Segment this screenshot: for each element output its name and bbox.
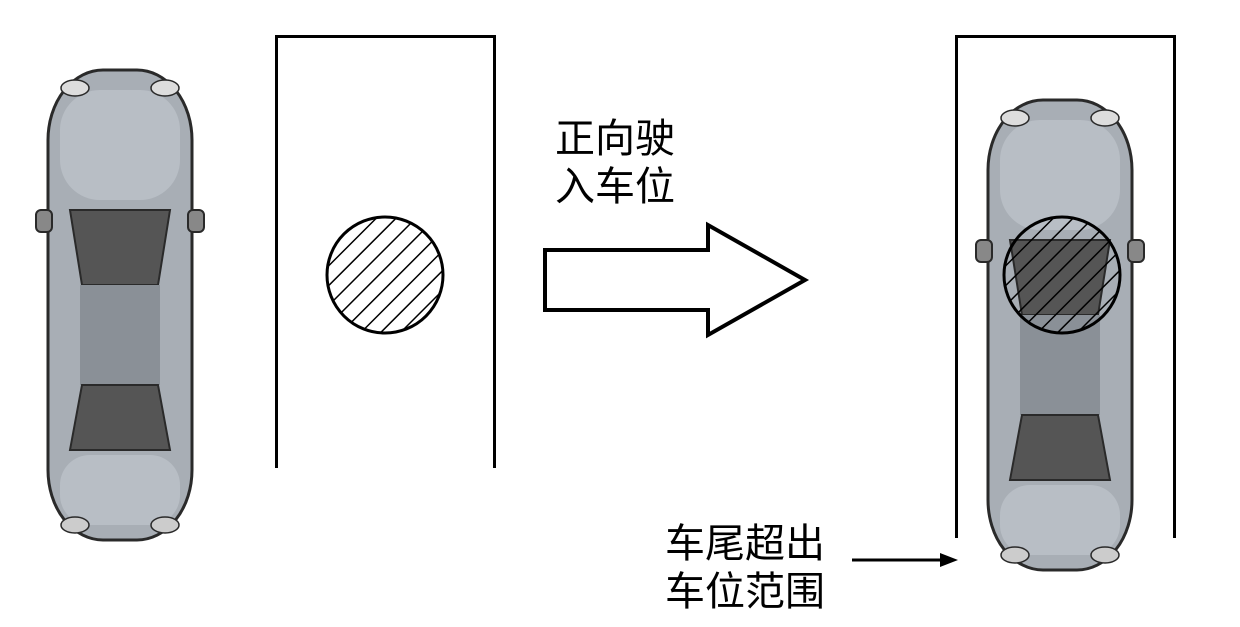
pointer-arrow xyxy=(850,545,960,575)
top-text-line2: 入车位 xyxy=(555,164,675,209)
rear-exceed-label: 车尾超出 车位范围 xyxy=(665,520,825,616)
bottom-text-line2: 车位范围 xyxy=(665,569,825,614)
top-text-line1: 正向驶 xyxy=(555,116,675,161)
bottom-text-line1: 车尾超出 xyxy=(665,521,825,566)
obstacle-circle-right xyxy=(999,212,1125,338)
diagram-canvas: 正向驶 入车位 车尾超出 车位范围 xyxy=(0,0,1240,627)
obstacle-circle-left xyxy=(322,212,448,338)
block-arrow-right xyxy=(540,220,810,340)
left-car-icon xyxy=(30,60,210,550)
forward-parking-label: 正向驶 入车位 xyxy=(555,115,675,211)
